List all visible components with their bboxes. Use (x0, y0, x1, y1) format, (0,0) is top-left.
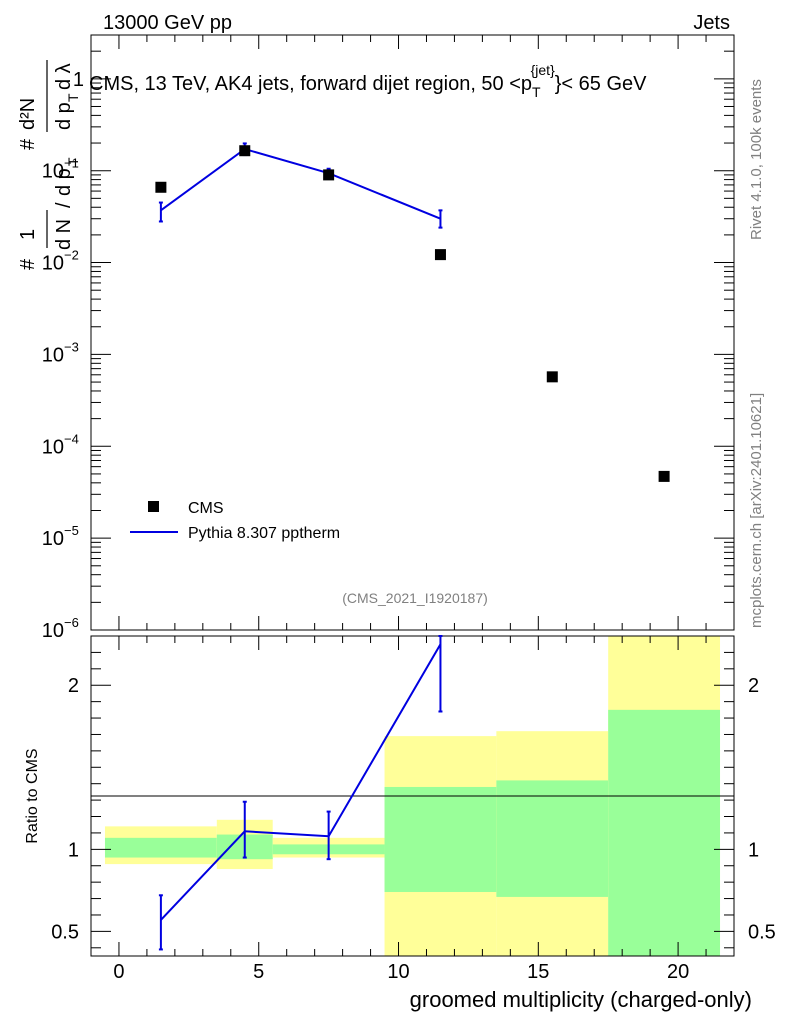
y-tick-label: 1 (73, 69, 84, 91)
green-band-4 (496, 780, 609, 897)
ratio-y-tick-label-right: 0.5 (748, 921, 776, 943)
y-tick-exponent: −6 (64, 615, 79, 630)
ratio-line (160, 643, 442, 921)
svg-text:d N: d N (53, 219, 75, 250)
y-tick-exponent: −3 (64, 339, 79, 354)
ratio-y-tick-label-right: 2 (748, 675, 759, 697)
cms-point (434, 249, 446, 261)
ratio-xlabel: groomed multiplicity (charged-only) (410, 987, 752, 1012)
ratio-axis-ticks: 0 5 10 15 20 0.5 0.5 1 1 2 2 (51, 635, 776, 983)
legend: CMS Pythia 8.307 pptherm (130, 500, 340, 542)
ratio-y-tick-label: 0.5 (51, 921, 79, 943)
main-axis-ticks: 110−110−210−310−410−510−6 (42, 34, 735, 642)
main-data (155, 142, 670, 482)
legend-pythia-label: Pythia 8.307 pptherm (188, 525, 340, 542)
y-tick-label: 10 (42, 528, 64, 550)
legend-cms-label: CMS (188, 500, 224, 517)
header-right: Jets (693, 12, 730, 34)
ratio-y-tick-label: 1 (68, 839, 79, 861)
main-frame (90, 34, 735, 631)
svg-text:T: T (65, 93, 81, 102)
y-tick-label: 10 (42, 344, 64, 366)
svg-text:#: # (17, 258, 39, 270)
x-tick-label: 10 (387, 961, 409, 983)
green-band-5 (608, 709, 721, 956)
y-tick-label: 10 (42, 253, 64, 275)
svg-text:d²N: d²N (17, 98, 39, 130)
cms-point (323, 169, 335, 181)
main-ylabel: # 1 d N / d p T # d²N d p T d λ (17, 60, 81, 270)
green-band-3 (384, 786, 497, 892)
ratio-y-tick-label: 2 (68, 675, 79, 697)
y-tick-label: 10 (42, 436, 64, 458)
header-left: 13000 GeV pp (103, 12, 232, 34)
ratio-ylabel: Ratio to CMS (24, 748, 41, 843)
ratio-data (158, 635, 443, 951)
cms-point (155, 181, 167, 193)
x-tick-label: 0 (113, 961, 124, 983)
y-tick-exponent: −5 (64, 523, 79, 538)
legend-cms-marker (148, 501, 159, 512)
svg-text:#: # (17, 138, 39, 150)
cms-point (239, 145, 251, 157)
y-tick-exponent: −1 (64, 156, 79, 171)
x-tick-label: 5 (253, 961, 264, 983)
y-tick-label: 10 (42, 620, 64, 642)
y-tick-exponent: −4 (64, 431, 79, 446)
svg-text:1: 1 (17, 229, 39, 240)
y-tick-label: 10 (42, 161, 64, 183)
green-band-0 (104, 837, 217, 858)
svg-text:d λ: d λ (53, 63, 75, 90)
cms-point (546, 371, 558, 383)
svg-text:T: T (65, 157, 81, 166)
x-tick-label: 20 (667, 961, 689, 983)
y-tick-exponent: −2 (64, 248, 79, 263)
svg-text:d p: d p (53, 102, 75, 130)
pythia-line (160, 147, 441, 220)
x-tick-label: 15 (527, 961, 549, 983)
rivet-label: Rivet 4.1.0, 100k events (748, 79, 765, 240)
svg-text:d p: d p (53, 168, 75, 196)
ratio-y-tick-label-right: 1 (748, 839, 759, 861)
cms-point (658, 470, 670, 482)
svg-text:/: / (53, 202, 75, 208)
plot-title: CMS, 13 TeV, AK4 jets, forward dijet reg… (89, 62, 647, 100)
mcplots-label: mcplots.cern.ch [arXiv:2401.10621] (748, 393, 765, 628)
analysis-watermark: (CMS_2021_I1920187) (342, 590, 488, 606)
